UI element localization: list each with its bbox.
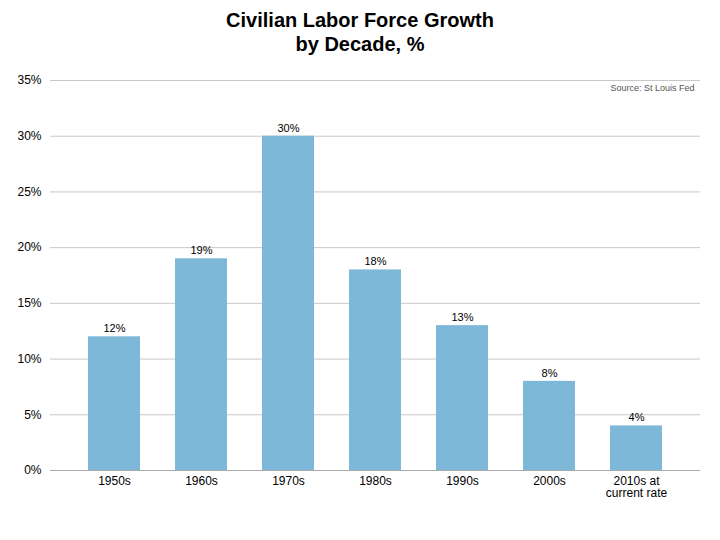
svg-text:25%: 25%	[17, 185, 41, 199]
svg-text:2010s atcurrent rate: 2010s atcurrent rate	[606, 474, 668, 500]
html-text:Civilian Labor Force Growth by: Civilian Labor Force Growth by Decade, %	[226, 9, 494, 55]
svg-text:0%: 0%	[24, 463, 42, 477]
svg-text:19%: 19%	[190, 244, 212, 256]
svg-text:8%: 8%	[542, 367, 558, 379]
svg-text:30%: 30%	[17, 129, 41, 143]
svg-text:12%: 12%	[103, 322, 125, 334]
svg-text:1980s: 1980s	[359, 474, 392, 488]
svg-text:1970s: 1970s	[272, 474, 305, 488]
svg-text:4%: 4%	[629, 411, 645, 423]
svg-text:Source: St Louis Fed: Source: St Louis Fed	[610, 83, 694, 93]
svg-text:20%: 20%	[17, 240, 41, 254]
svg-text:18%: 18%	[364, 255, 386, 267]
svg-text:10%: 10%	[17, 352, 41, 366]
svg-text:1960s: 1960s	[185, 474, 218, 488]
svg-text:2000s: 2000s	[533, 474, 566, 488]
svg-text:1950s: 1950s	[98, 474, 131, 488]
svg-text:5%: 5%	[24, 408, 42, 422]
svg-text:35%: 35%	[17, 73, 41, 87]
svg-text:13%: 13%	[451, 311, 473, 323]
svg-text:1990s: 1990s	[446, 474, 479, 488]
svg-text:30%: 30%	[277, 122, 299, 134]
svg-text:15%: 15%	[17, 296, 41, 310]
